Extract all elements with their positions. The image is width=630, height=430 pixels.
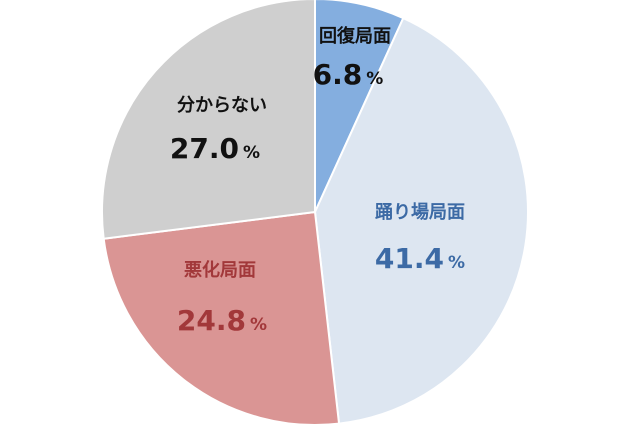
- slice-value-number-2: 24.8: [177, 304, 246, 337]
- slice-value-0: 6.8%: [313, 58, 384, 91]
- slice-label-3: 分からない: [177, 95, 267, 116]
- slice-value-number-1: 41.4: [375, 242, 444, 275]
- slice-value-3: 27.0%: [170, 132, 260, 165]
- slice-label-0: 回復局面: [319, 25, 391, 47]
- slice-value-number-3: 27.0: [170, 132, 239, 165]
- slice-value-unit-1: %: [448, 253, 465, 273]
- slice-value-number-0: 6.8: [313, 58, 363, 91]
- slice-value-unit-3: %: [243, 143, 260, 163]
- slice-value-1: 41.4%: [375, 242, 465, 275]
- slice-label-1: 踊り場局面: [375, 202, 465, 223]
- slice-label-2: 悪化局面: [184, 259, 256, 281]
- slice-value-unit-0: %: [366, 69, 383, 89]
- slice-value-2: 24.8%: [177, 304, 267, 337]
- pie-slice-3: [101, 0, 316, 240]
- pie-slice-2: [102, 210, 341, 426]
- pie-slice-1: [313, 16, 529, 425]
- slice-value-unit-2: %: [250, 315, 267, 335]
